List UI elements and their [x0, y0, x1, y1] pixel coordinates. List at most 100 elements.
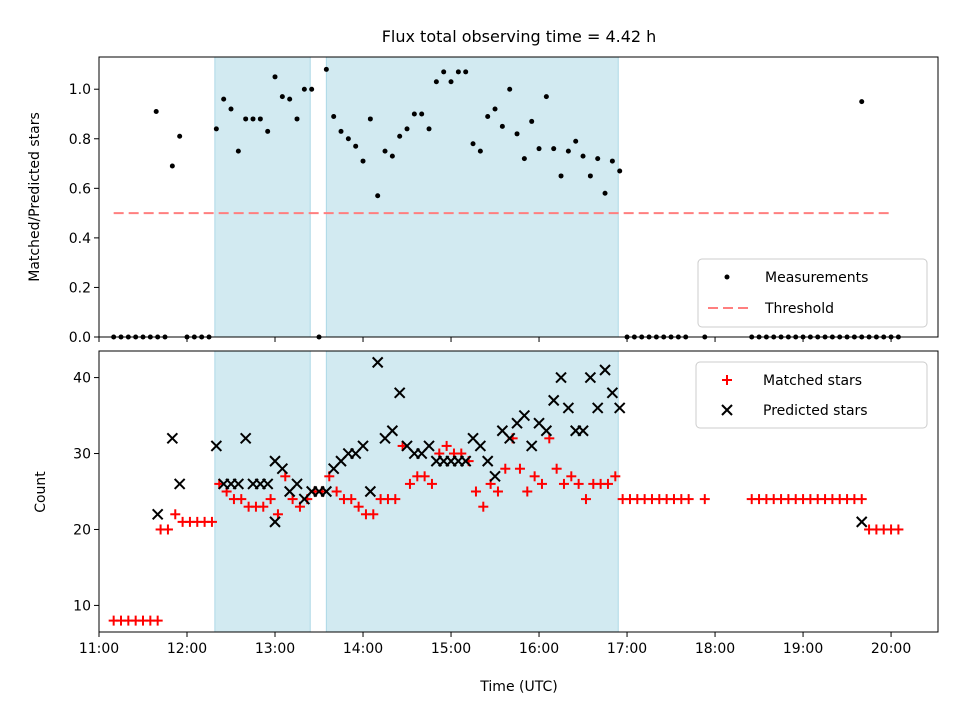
count-axes-frame	[98, 350, 939, 633]
measurement-point	[521, 156, 527, 162]
predicted-star-point	[459, 455, 472, 467]
x-tick-label: 18:00	[695, 641, 735, 657]
matched-star-point	[602, 478, 613, 489]
predicted-star-point	[239, 432, 252, 445]
matched-star-point	[522, 486, 533, 497]
legend-measurements-label: Measurements	[765, 270, 868, 286]
x-axis-label: Time (UTC)	[479, 679, 557, 695]
matched-star-point	[470, 486, 481, 497]
measurement-point	[221, 96, 227, 102]
cross-stroke-b	[503, 432, 516, 445]
measurement-point	[580, 153, 586, 159]
measurement-point	[595, 156, 601, 162]
matched-star-point	[426, 478, 437, 489]
predicted-star-points	[151, 356, 868, 528]
matched-star-point	[152, 615, 163, 626]
x-tick-label: 14:00	[343, 641, 383, 657]
cross-stroke-b	[533, 417, 545, 429]
predicted-star-point	[481, 455, 494, 467]
predicted-star-point	[357, 440, 369, 452]
measurement-point	[353, 143, 359, 149]
predicted-star-point	[503, 432, 516, 445]
measurement-point	[411, 111, 417, 117]
matched-star-point	[368, 509, 379, 520]
measurement-point	[243, 116, 249, 122]
chart-title: Flux total observing time = 4.42 h	[382, 27, 657, 46]
matched-star-point	[558, 478, 569, 489]
measurement-point	[477, 148, 483, 154]
measurement-point	[213, 126, 219, 132]
legend-measurements-marker	[724, 274, 730, 280]
measurement-point	[448, 79, 454, 85]
predicted-star-point	[276, 463, 289, 475]
ratio-y-ticks: 0.0 0.2 0.4 0.6 0.8 1.0	[69, 82, 99, 346]
matched-star-point	[893, 524, 904, 535]
x-tick-label: 20:00	[871, 641, 911, 657]
cross-stroke-b	[467, 432, 479, 445]
measurement-point	[331, 113, 337, 119]
predicted-star-point	[474, 440, 487, 452]
cross-stroke-b	[606, 387, 619, 399]
measurement-point	[492, 106, 498, 112]
cross-stroke-b	[721, 404, 733, 416]
ratio-x-ticks	[98, 337, 892, 342]
predicted-star-point	[518, 409, 531, 422]
cross-stroke-b	[357, 440, 369, 452]
ratio-shaded-intervals	[214, 57, 619, 337]
cross-stroke-b	[151, 508, 164, 520]
y-tick-label: 0.2	[69, 280, 91, 296]
ratio-axes-frame	[98, 56, 939, 338]
cross-stroke-b	[269, 455, 281, 467]
y-tick-label: 0.8	[69, 132, 91, 148]
matched-star-point	[390, 494, 401, 505]
measurement-point	[565, 148, 571, 154]
count-x-ticks: 11:00 12:00 13:00 14:00 15:00 16:00 17:00 18:00…	[79, 632, 911, 657]
legend-predicted-marker	[721, 404, 733, 416]
predicted-star-point	[540, 425, 553, 437]
cross-stroke-b	[614, 402, 626, 414]
measurement-point	[367, 116, 373, 122]
y-tick-label: 0.0	[69, 330, 91, 346]
matched-star-point	[529, 471, 540, 482]
predicted-star-point	[166, 432, 179, 445]
count-y-ticks: 10 20 30 40	[73, 371, 99, 614]
predicted-star-point	[210, 440, 223, 452]
predicted-star-point	[393, 387, 406, 399]
measurement-point	[265, 128, 271, 134]
measurement-point	[287, 96, 293, 102]
measurement-point	[573, 138, 579, 144]
predicted-star-point	[261, 478, 274, 490]
cross-stroke-b	[269, 516, 281, 528]
measurement-point	[441, 69, 447, 75]
cross-stroke-b	[393, 387, 406, 399]
legend-threshold-label: Threshold	[764, 301, 834, 317]
measurement-point	[294, 116, 300, 122]
predicted-star-point	[364, 485, 377, 498]
matched-star-point	[856, 494, 867, 505]
cross-stroke-b	[474, 440, 487, 452]
measurement-point	[602, 190, 608, 196]
matched-star-point	[419, 471, 430, 482]
legend-matched-glyph	[722, 375, 732, 385]
x-tick-label: 11:00	[79, 641, 119, 657]
measurement-point	[433, 79, 439, 85]
matched-star-point	[478, 501, 489, 512]
measurement-point	[463, 69, 469, 75]
predicted-star-point	[599, 364, 611, 376]
matched-star-point	[492, 486, 503, 497]
matched-star-point	[536, 478, 547, 489]
measurement-point	[360, 158, 366, 164]
measurement-point	[536, 146, 542, 152]
cross-stroke-b	[599, 364, 611, 376]
count-legend-box	[695, 361, 928, 429]
y-tick-label: 20	[73, 522, 91, 538]
predicted-star-point	[584, 371, 597, 384]
cross-stroke-b	[173, 478, 186, 490]
x-tick-label: 15:00	[431, 641, 471, 657]
cross-stroke-b	[423, 440, 435, 452]
predicted-star-point	[856, 516, 868, 528]
measurement-point	[426, 126, 432, 132]
measurement-point	[235, 148, 241, 154]
cross-stroke-b	[232, 478, 245, 490]
matched-star-point	[206, 516, 217, 527]
